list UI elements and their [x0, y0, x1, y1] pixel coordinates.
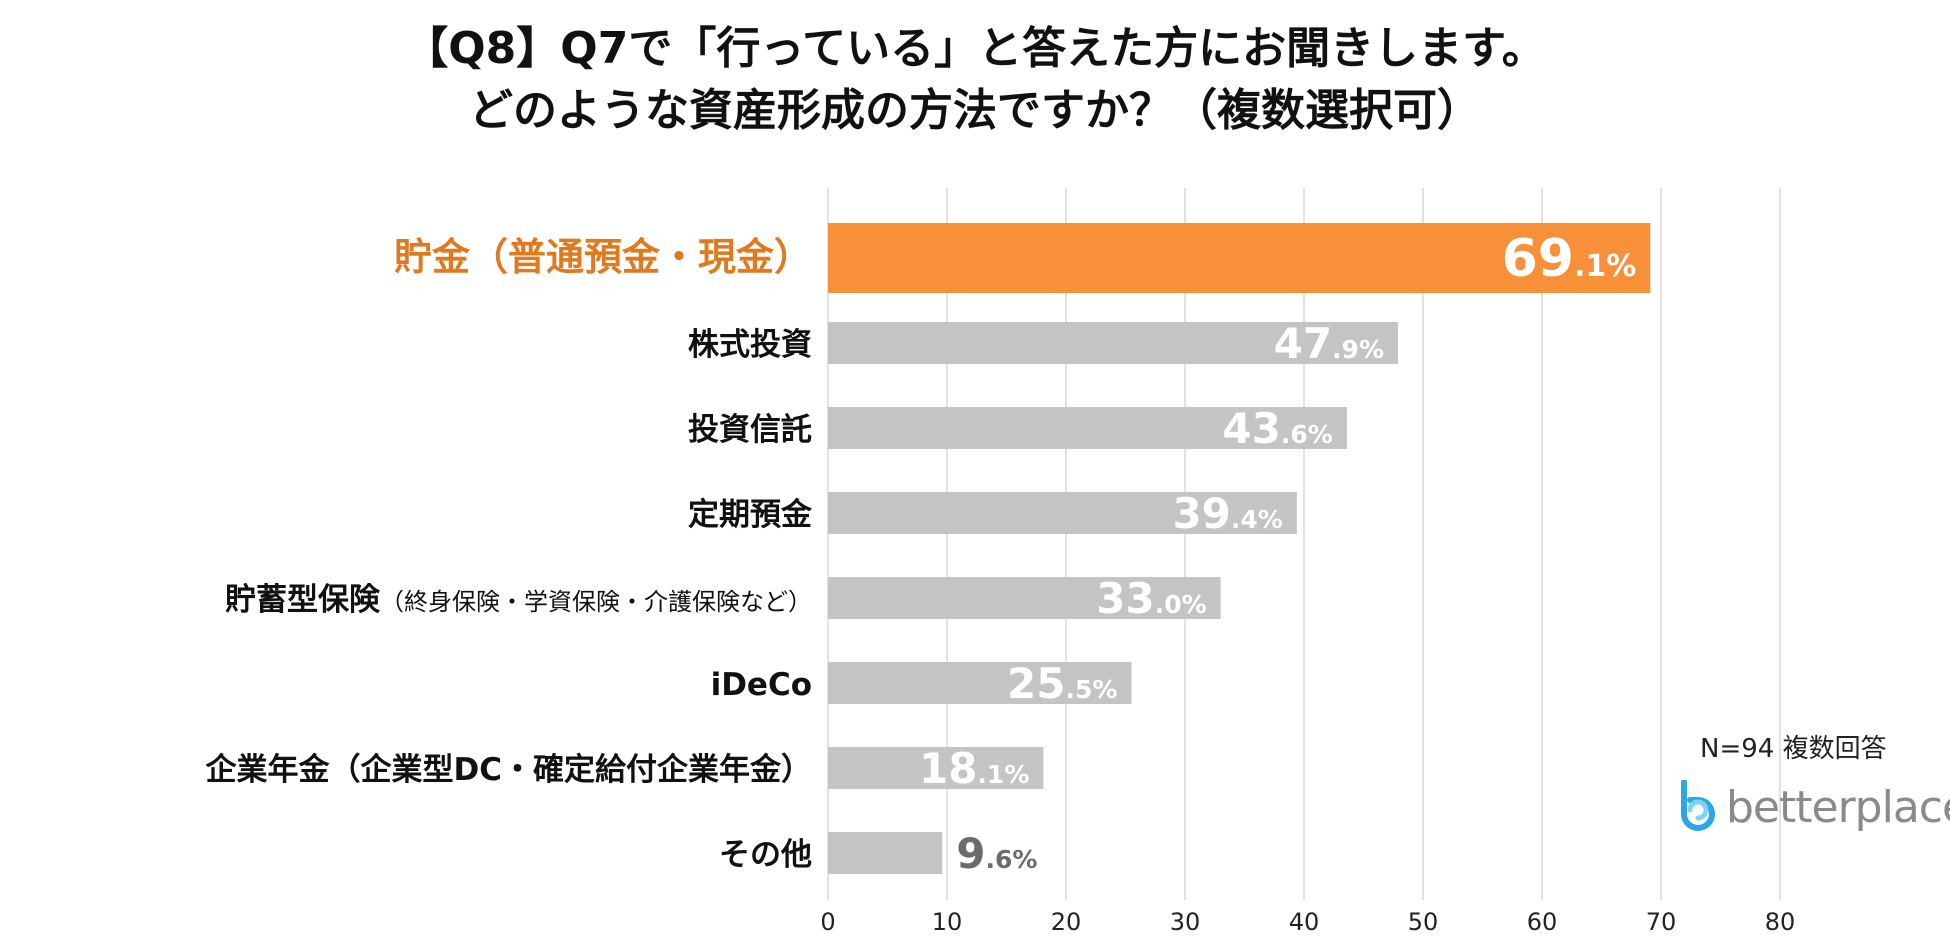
x-tick-label: 20: [1051, 908, 1082, 936]
x-tick-label: 30: [1170, 908, 1201, 936]
x-tick-label: 80: [1765, 908, 1796, 936]
category-label: その他: [719, 837, 812, 873]
category-label: 株式投資: [688, 327, 812, 363]
value-label-int: 25: [1007, 659, 1065, 708]
value-label-int: 43: [1222, 404, 1280, 453]
bar: [828, 492, 1297, 534]
value-label-int: 39: [1172, 489, 1230, 538]
value-label-dec: .6%: [985, 845, 1037, 874]
value-label-dec: .1%: [1574, 249, 1636, 284]
logo-text: betterplace: [1726, 781, 1950, 833]
bar: [828, 747, 1044, 789]
category-label: 貯蓄型保険（終身保険・学資保険・介護保険など）: [225, 582, 812, 618]
bar: [828, 577, 1221, 619]
x-tick-label: 10: [932, 908, 963, 936]
sample-size-note: N=94 複数回答: [1700, 734, 1887, 764]
category-label-main: 企業年金（企業型DC・確定給付企業年金）: [206, 752, 812, 788]
value-label-int: 33: [1096, 574, 1154, 623]
category-label-main: 貯金（普通預金・現金）: [394, 235, 812, 279]
value-label: 9.6%: [956, 829, 1037, 878]
category-label-main: 定期預金: [688, 497, 813, 533]
category-label-main: 株式投資: [688, 327, 812, 363]
value-label-dec: .5%: [1065, 675, 1117, 704]
value-label: 25.5%: [1007, 659, 1117, 708]
value-label-dec: .4%: [1231, 505, 1283, 534]
value-label: 43.6%: [1222, 404, 1332, 453]
category-label: 定期預金: [688, 497, 813, 533]
value-label: 69.1%: [1502, 229, 1637, 289]
category-label-main: iDeCo: [711, 667, 812, 703]
value-label-dec: .0%: [1155, 590, 1207, 619]
category-label: 企業年金（企業型DC・確定給付企業年金）: [206, 752, 812, 788]
brand-logo: betterplace: [1676, 780, 1950, 834]
title-line-2: どのような資産形成の方法ですか？（複数選択可）: [469, 85, 1481, 136]
value-label-int: 47: [1274, 319, 1332, 368]
x-tick-label: 40: [1289, 908, 1320, 936]
value-label-dec: .1%: [977, 760, 1029, 789]
bar: [828, 832, 943, 874]
value-label-int: 18: [919, 744, 977, 793]
x-tick-label: 70: [1646, 908, 1677, 936]
value-label: 33.0%: [1096, 574, 1206, 623]
value-label: 18.1%: [919, 744, 1029, 793]
category-label-main: その他: [719, 837, 812, 873]
title-line-1: 【Q8】Q7で「行っている」と答えた方にお聞きします。: [404, 23, 1546, 74]
chart-title: 【Q8】Q7で「行っている」と答えた方にお聞きします。 どのような資産形成の方法…: [0, 18, 1950, 142]
value-label-int: 69: [1502, 229, 1574, 289]
category-label-main: 投資信託: [688, 412, 812, 448]
category-label: iDeCo: [711, 667, 812, 703]
category-label-sub: （終身保険・学資保険・介護保険など）: [380, 588, 812, 616]
x-tick-label: 0: [820, 908, 835, 936]
category-label: 投資信託: [688, 412, 812, 448]
betterplace-logo-icon: [1681, 780, 1715, 831]
bar: [828, 322, 1399, 364]
bar: [828, 407, 1347, 449]
value-label-dec: .9%: [1332, 335, 1384, 364]
value-label: 39.4%: [1172, 489, 1282, 538]
category-label-main: 貯蓄型保険: [225, 582, 381, 618]
bar-highlight: [828, 223, 1651, 293]
x-tick-label: 60: [1527, 908, 1558, 936]
value-label-dec: .6%: [1281, 420, 1333, 449]
x-tick-label: 50: [1408, 908, 1439, 936]
value-label: 47.9%: [1274, 319, 1384, 368]
category-label: 貯金（普通預金・現金）: [394, 235, 812, 279]
bar: [828, 662, 1132, 704]
value-label-int: 9: [956, 829, 985, 878]
